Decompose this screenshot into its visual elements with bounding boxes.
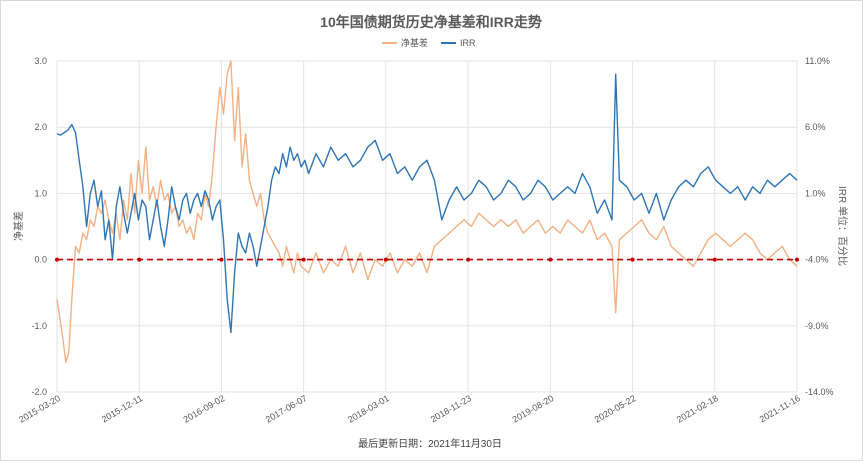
x-tick-label: 2021-11-16 — [758, 393, 802, 424]
x-tick-label: 2017-06-07 — [264, 393, 309, 425]
left-tick-label: 3.0 — [34, 56, 47, 66]
x-tick-label: 2015-12-11 — [100, 393, 144, 424]
reference-marker — [712, 257, 717, 262]
reference-marker — [383, 257, 388, 262]
x-tick-label: 2021-02-18 — [675, 393, 720, 425]
gridlines — [56, 60, 798, 393]
x-tick-label: 2018-03-01 — [346, 393, 391, 425]
chart-title: 10年国债期货历史净基差和IRR走势 — [320, 14, 542, 30]
right-tick-label: -14.0% — [805, 387, 834, 397]
x-axis-ticks: 2015-03-20 2015-12-11 2016-09-02 2017-06-07… — [17, 393, 802, 425]
left-axis-label: 净基差 — [12, 211, 25, 241]
series-line-net-basis — [56, 60, 798, 363]
reference-marker — [795, 257, 799, 262]
right-tick-label: 6.0% — [805, 122, 826, 132]
right-axis-ticks: -14.0% -9.0% -4.0% 1.0% 6.0% 11.0% — [805, 56, 834, 397]
legend: 净基差 IRR — [382, 37, 476, 48]
left-tick-label: 1.0 — [34, 188, 47, 198]
series-line-irr — [56, 73, 798, 334]
left-tick-label: 0.0 — [34, 255, 47, 265]
reference-marker — [55, 257, 59, 262]
reference-marker — [466, 257, 471, 262]
last-updated-note: 最后更新日期：2021年11月30日 — [358, 437, 502, 450]
x-tick-label: 2016-09-02 — [182, 393, 227, 425]
right-axis-label: IRR 单位：百分比 — [836, 186, 849, 266]
reference-marker — [548, 257, 553, 262]
x-tick-label: 2018-11-23 — [429, 393, 473, 424]
right-tick-label: -4.0% — [805, 255, 829, 265]
right-tick-label: 11.0% — [805, 56, 830, 66]
left-tick-label: 2.0 — [34, 122, 47, 132]
reference-marker — [219, 257, 224, 262]
reference-marker — [630, 257, 635, 262]
right-tick-label: -9.0% — [805, 321, 829, 331]
reference-marker — [301, 257, 306, 262]
left-tick-label: -1.0 — [31, 321, 47, 331]
right-tick-label: 1.0% — [805, 188, 826, 198]
legend-label-basis: 净基差 — [401, 37, 428, 48]
reference-marker — [137, 257, 142, 262]
x-tick-label: 2019-08-20 — [510, 393, 555, 425]
left-axis-ticks: -2.0 -1.0 0.0 1.0 2.0 3.0 — [31, 56, 47, 397]
legend-label-irr: IRR — [460, 38, 476, 48]
reference-layer — [55, 257, 799, 262]
x-tick-label: 2020-05-22 — [593, 393, 638, 425]
series-layer — [56, 60, 798, 363]
left-tick-label: -2.0 — [31, 387, 47, 397]
x-tick-label: 2015-03-20 — [17, 393, 62, 425]
